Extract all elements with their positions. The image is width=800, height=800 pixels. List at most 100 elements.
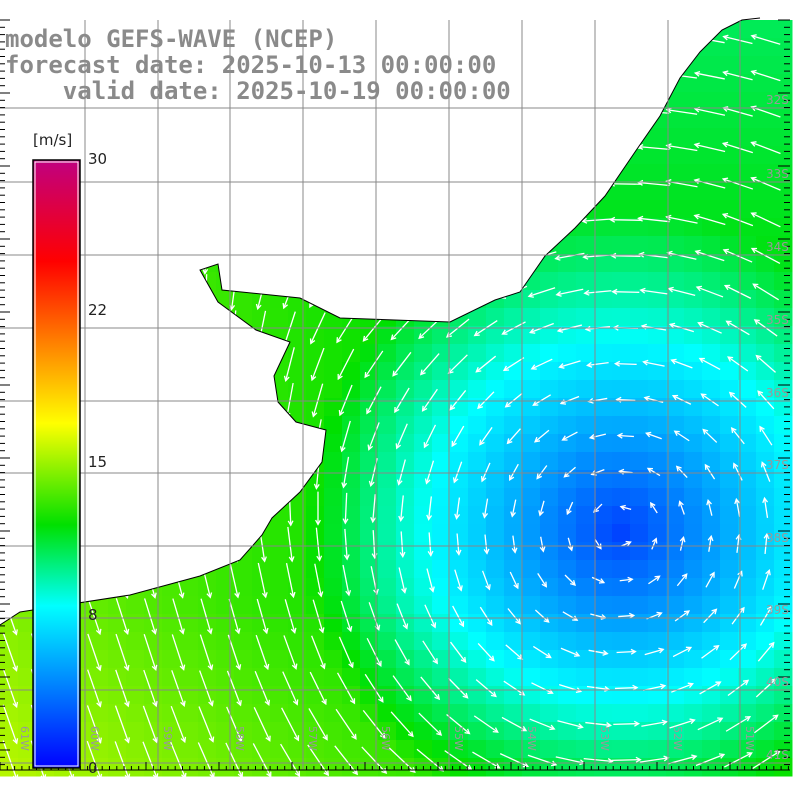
wind-cell bbox=[702, 200, 721, 219]
wind-cell bbox=[648, 308, 667, 327]
wind-cell bbox=[594, 362, 613, 381]
wind-cell bbox=[540, 308, 559, 327]
wind-cell bbox=[288, 722, 307, 741]
wind-arrow bbox=[558, 360, 581, 369]
wind-cell bbox=[360, 434, 379, 453]
wind-cell bbox=[126, 614, 145, 633]
wind-arrow bbox=[750, 105, 781, 118]
wind-cell bbox=[396, 596, 415, 615]
wind-cell bbox=[450, 560, 469, 579]
wind-cell bbox=[504, 380, 523, 399]
wind-cell bbox=[612, 614, 631, 633]
wind-cell bbox=[756, 56, 775, 75]
wind-arrow bbox=[315, 491, 321, 526]
wind-cell bbox=[378, 704, 397, 723]
colorbar-tick: 22 bbox=[88, 301, 108, 319]
wind-arrow bbox=[87, 633, 102, 672]
wind-cell bbox=[684, 326, 703, 345]
wind-cell bbox=[720, 308, 739, 327]
wind-cell bbox=[396, 362, 415, 381]
wind-cell bbox=[414, 686, 433, 705]
wind-arrow bbox=[760, 461, 771, 482]
wind-arrow bbox=[257, 562, 268, 599]
wind-cell bbox=[270, 704, 289, 723]
wind-cell bbox=[414, 452, 433, 471]
wind-cell bbox=[594, 614, 613, 633]
wind-cell bbox=[288, 650, 307, 669]
wind-cell bbox=[450, 668, 469, 687]
wind-arrow bbox=[750, 34, 781, 45]
wind-cell bbox=[576, 470, 595, 489]
wind-cell bbox=[432, 578, 451, 597]
wind-arrow bbox=[651, 537, 658, 550]
wind-arrow bbox=[674, 610, 691, 622]
wind-arrow bbox=[759, 425, 773, 446]
wind-arrow bbox=[335, 708, 357, 740]
wind-cell bbox=[720, 596, 739, 615]
wind-cell bbox=[378, 380, 397, 399]
wind-cell bbox=[756, 632, 775, 651]
colorbar-unit: [m/s] bbox=[33, 131, 73, 149]
wind-cell bbox=[486, 488, 505, 507]
wind-arrow bbox=[693, 70, 725, 80]
wind-cell bbox=[288, 506, 307, 525]
latitude-label: 37S bbox=[766, 458, 789, 472]
wind-arrow bbox=[396, 603, 409, 630]
wind-arrow bbox=[697, 717, 724, 731]
wind-arrow bbox=[229, 562, 240, 599]
wind-cell bbox=[756, 560, 775, 579]
wind-cell bbox=[360, 488, 379, 507]
wind-cell bbox=[684, 164, 703, 183]
wind-cell bbox=[504, 416, 523, 435]
wind-cell bbox=[324, 560, 343, 579]
wind-cell bbox=[774, 632, 793, 651]
wind-cell bbox=[666, 542, 685, 561]
graticule-labels: 61W 60W 59W 58W 57W 56W 55W 54W 53W 52W 51W 32S 33S 3… bbox=[18, 93, 789, 762]
wind-cell bbox=[666, 362, 685, 381]
wind-cell bbox=[738, 56, 757, 75]
wind-arrow bbox=[506, 428, 521, 445]
wind-cell bbox=[324, 434, 343, 453]
wind-cell bbox=[504, 452, 523, 471]
wind-cell bbox=[324, 524, 343, 543]
wind-cell bbox=[504, 524, 523, 543]
wind-cell bbox=[594, 416, 613, 435]
wind-cell bbox=[702, 254, 721, 273]
wind-cell bbox=[144, 686, 163, 705]
wind-cell bbox=[594, 290, 613, 309]
wind-arrow bbox=[619, 576, 634, 583]
wind-cell bbox=[558, 236, 577, 255]
wind-cell bbox=[162, 650, 181, 669]
wind-arrow bbox=[723, 752, 753, 768]
wind-cell bbox=[306, 506, 325, 525]
wind-cell bbox=[774, 128, 793, 147]
wind-arrow bbox=[722, 248, 753, 263]
wind-cell bbox=[342, 416, 361, 435]
wind-cell bbox=[774, 56, 793, 75]
latitude-label: 36S bbox=[766, 386, 789, 400]
longitude-label: 61W bbox=[18, 726, 31, 751]
wind-arrow bbox=[722, 34, 753, 45]
wind-cell bbox=[468, 578, 487, 597]
wind-cell bbox=[558, 470, 577, 489]
wind-cell bbox=[756, 488, 775, 507]
wind-arrow bbox=[678, 500, 685, 515]
wind-cell bbox=[774, 434, 793, 453]
wind-cell bbox=[324, 380, 343, 399]
wind-cell bbox=[198, 722, 217, 741]
wind-arrow bbox=[609, 216, 642, 223]
wind-cell bbox=[684, 524, 703, 543]
wind-arrow bbox=[339, 420, 351, 453]
wind-cell bbox=[774, 164, 793, 183]
wind-cell bbox=[756, 704, 775, 723]
wind-cell bbox=[630, 398, 649, 417]
wind-cell bbox=[324, 596, 343, 615]
wind-arrow bbox=[613, 360, 637, 367]
wind-cell bbox=[558, 416, 577, 435]
latitude-label: 39S bbox=[766, 603, 789, 617]
wind-cell bbox=[630, 236, 649, 255]
wind-arrow bbox=[314, 563, 324, 598]
wind-cell bbox=[432, 650, 451, 669]
wind-cell bbox=[108, 740, 127, 759]
wind-cell bbox=[576, 272, 595, 291]
